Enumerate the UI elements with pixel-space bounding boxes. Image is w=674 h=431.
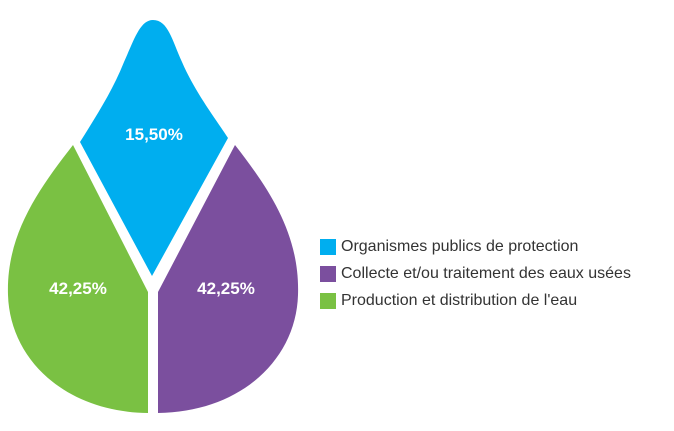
legend-label-production: Production et distribution de l'eau <box>341 291 578 309</box>
segment-protection <box>80 20 228 276</box>
legend-swatch-production <box>320 292 336 309</box>
legend-label-protection: Organismes publics de protection <box>341 237 579 255</box>
legend: Organismes publics de protection Collect… <box>320 233 670 314</box>
data-label-protection: 15,50% <box>125 125 183 144</box>
segment-eaux-usees <box>158 145 299 413</box>
legend-label-eaux-usees: Collecte et/ou traitement des eaux usées <box>341 264 631 282</box>
data-label-eaux-usees: 42,25% <box>197 279 255 298</box>
legend-swatch-eaux-usees <box>320 265 336 282</box>
legend-item-eaux-usees: Collecte et/ou traitement des eaux usées <box>320 260 670 287</box>
data-label-production: 42,25% <box>49 279 107 298</box>
legend-item-protection: Organismes publics de protection <box>320 233 670 260</box>
legend-swatch-protection <box>320 238 336 255</box>
segment-production <box>7 145 148 413</box>
legend-item-production: Production et distribution de l'eau <box>320 287 670 314</box>
